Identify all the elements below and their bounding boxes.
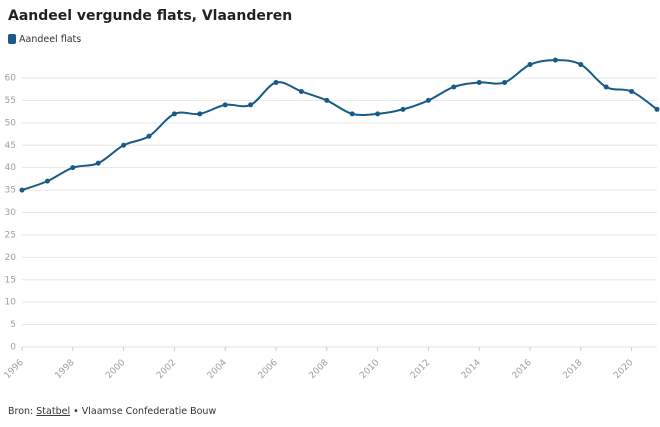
y-tick-label: 35 <box>5 186 16 196</box>
x-tick-label: 2018 <box>561 358 584 381</box>
point <box>44 178 50 184</box>
y-tick-label: 0 <box>10 343 16 353</box>
x-tick-label: 2014 <box>460 358 483 381</box>
x-tick-label: 2008 <box>307 358 330 381</box>
chart-title: Aandeel vergunde flats, Vlaanderen <box>8 8 292 24</box>
y-tick-label: 5 <box>10 320 16 330</box>
point <box>298 88 304 94</box>
point <box>375 111 381 117</box>
point <box>222 102 228 108</box>
source: Bron: Statbel • Vlaamse Confederatie Bou… <box>8 406 216 417</box>
y-tick-label: 55 <box>5 96 16 106</box>
x-tick-label: 2020 <box>612 358 635 381</box>
y-tick-label: 25 <box>5 230 16 240</box>
point <box>171 111 177 117</box>
x-tick-label: 2004 <box>206 358 229 381</box>
x-tick-label: 2016 <box>511 358 534 381</box>
point <box>349 111 355 117</box>
point <box>121 142 127 148</box>
point <box>425 97 431 103</box>
x-tick-label: 1996 <box>3 358 26 381</box>
point <box>476 79 482 85</box>
x-tick-label: 1998 <box>53 358 76 381</box>
y-tick-label: 60 <box>5 74 17 84</box>
y-tick-label: 50 <box>5 118 17 128</box>
point <box>324 97 330 103</box>
point <box>629 88 635 94</box>
point <box>400 106 406 112</box>
source-label: Bron: <box>8 406 33 417</box>
point <box>70 165 76 171</box>
point <box>146 133 152 139</box>
point <box>197 111 203 117</box>
point <box>527 62 533 68</box>
x-tick-label: 2012 <box>409 358 432 381</box>
point <box>273 79 279 85</box>
point <box>502 79 508 85</box>
legend-label: Aandeel flats <box>19 34 81 45</box>
point <box>19 187 25 193</box>
y-tick-label: 15 <box>5 275 16 285</box>
source-text: • Vlaamse Confederatie Bouw <box>73 406 216 417</box>
point <box>248 102 254 108</box>
y-tick-label: 20 <box>5 253 17 263</box>
y-tick-label: 40 <box>5 163 17 173</box>
line <box>21 59 658 192</box>
point <box>603 84 609 90</box>
x-tick-label: 2000 <box>104 358 127 381</box>
point <box>552 57 558 63</box>
source-link[interactable]: Statbel <box>36 406 70 417</box>
x-tick-label: 2006 <box>257 358 280 381</box>
y-tick-label: 30 <box>5 208 17 218</box>
point <box>654 106 660 112</box>
x-tick-label: 2002 <box>155 358 178 381</box>
y-tick-label: 45 <box>5 141 16 151</box>
point <box>95 160 101 166</box>
x-tick-label: 2010 <box>358 358 381 381</box>
point <box>451 84 457 90</box>
point <box>578 62 584 68</box>
y-tick-label: 10 <box>5 298 17 308</box>
legend-swatch <box>8 34 16 44</box>
